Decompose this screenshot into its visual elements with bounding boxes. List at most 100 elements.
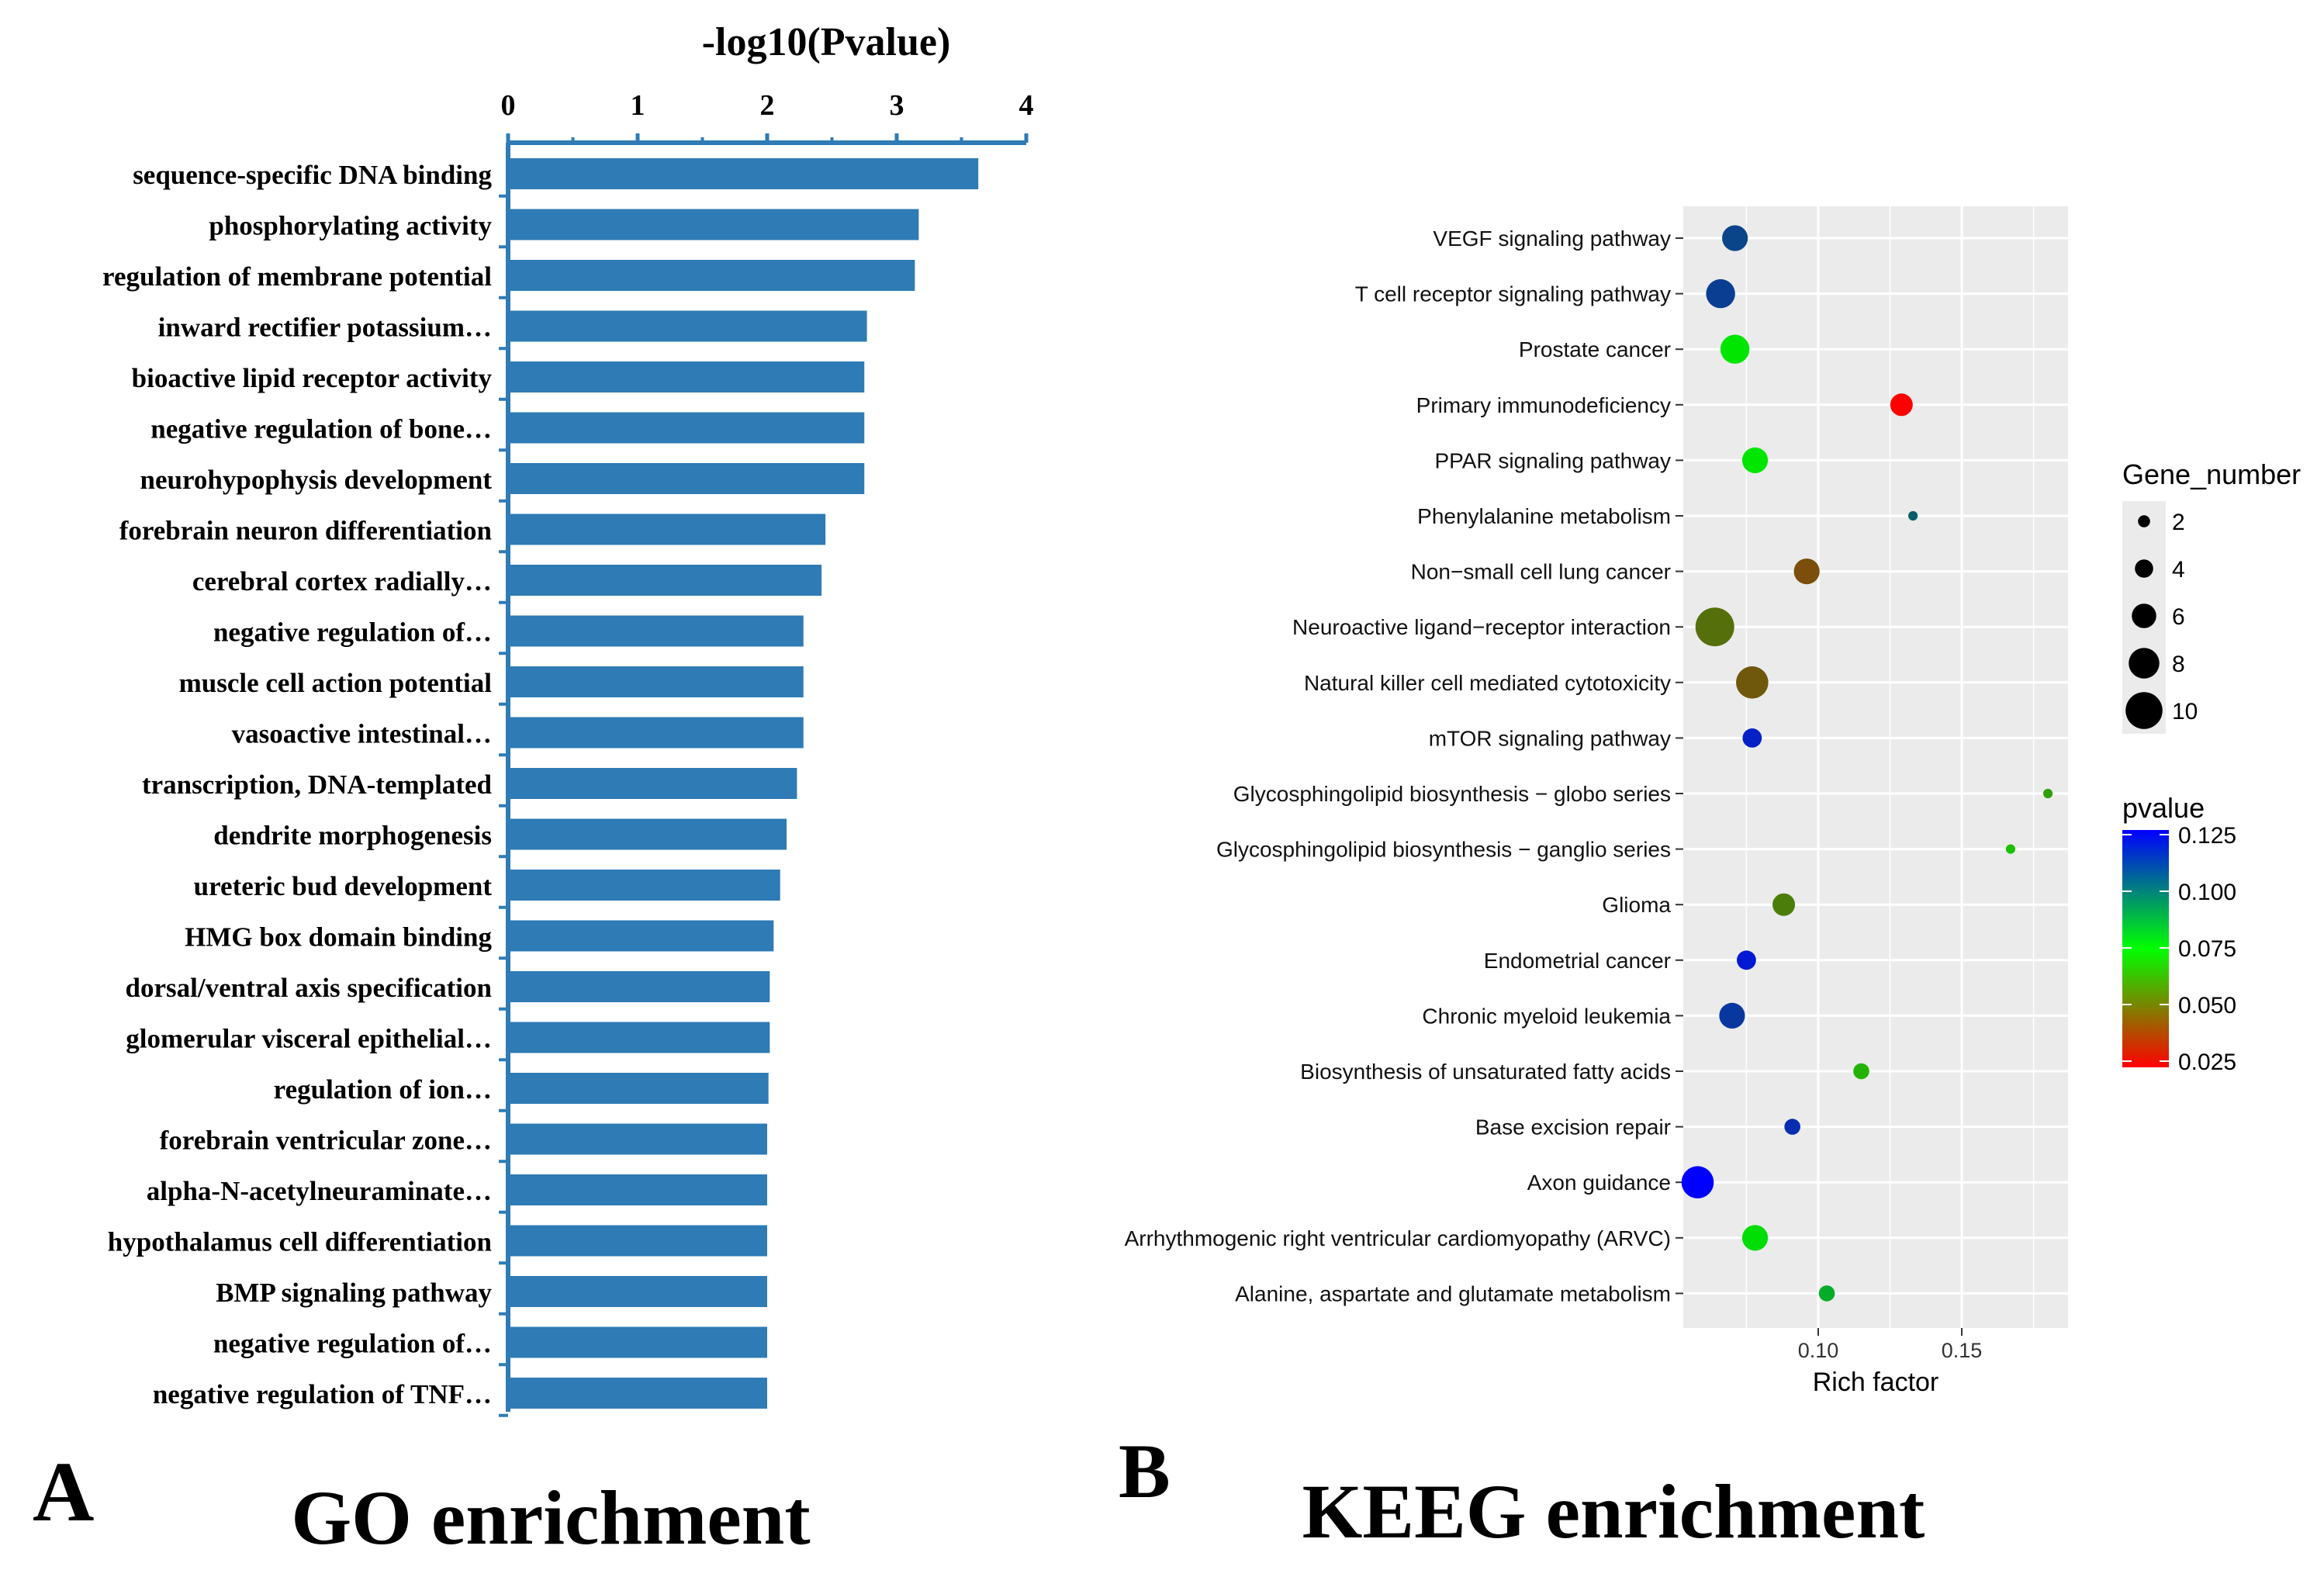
bar [510, 158, 979, 189]
color-legend-label: 0.025 [2178, 1050, 2236, 1075]
bar [510, 1378, 767, 1409]
bubble-point [1737, 950, 1756, 970]
size-legend-dot [2125, 692, 2163, 729]
bar [510, 260, 915, 291]
category-label: dendrite morphogenesis [213, 821, 492, 851]
pathway-label: VEGF signaling pathway [1433, 227, 1671, 251]
size-legend: Gene_number 2 4 6 8 10 [2122, 458, 2301, 734]
bubble-point [1736, 666, 1769, 699]
bar [510, 514, 826, 545]
bubble-point [1742, 728, 1762, 748]
x-tick-label: 3 [890, 89, 904, 122]
bar [510, 768, 797, 799]
color-legend-label: 0.125 [2178, 823, 2236, 849]
x-tick-label: 4 [1019, 89, 1034, 122]
bubble-point [1741, 447, 1769, 474]
size-legend-dot [2129, 648, 2160, 679]
bar [510, 1326, 767, 1358]
size-legend-label: 2 [2172, 510, 2185, 535]
bar [510, 1073, 769, 1104]
bubble-point [1793, 558, 1820, 585]
x-tick-label: 2 [760, 89, 775, 122]
go-bar-chart: -log10(Pvalue) 0 1 2 3 4 sequence-specific D… [102, 20, 1034, 1417]
pathway-label: Alanine, aspartate and glutamate metabol… [1235, 1281, 1671, 1305]
category-label: ureteric bud development [194, 871, 493, 901]
category-label: glomerular visceral epithelial… [126, 1024, 492, 1054]
category-label: regulation of ion… [274, 1074, 492, 1105]
category-label: forebrain ventricular zone… [160, 1126, 492, 1156]
bubble-point [1695, 607, 1734, 647]
category-label: phosphorylating activity [209, 211, 492, 241]
bar [510, 920, 774, 952]
x-tick-label: 0.15 [1942, 1339, 1983, 1362]
category-label: alpha-N-acetylneuraminate… [147, 1176, 492, 1206]
category-label: hypothalamus cell differentiation [108, 1227, 492, 1257]
bubble-point [1741, 1225, 1769, 1251]
bubble-point [1908, 510, 1918, 521]
pathway-label: Non−small cell lung cancer [1411, 560, 1671, 584]
bubble-point [1853, 1063, 1869, 1080]
pathway-label: Neuroactive ligand−receptor interaction [1292, 615, 1671, 639]
pathway-label: Chronic myeloid leukemia [1422, 1004, 1671, 1028]
panel-b-caption: KEEG enrichment [1302, 1468, 1925, 1554]
bubble-point [1772, 893, 1796, 916]
pathway-label: PPAR signaling pathway [1434, 448, 1671, 472]
size-legend-label: 10 [2172, 699, 2198, 724]
bubble-point [2042, 788, 2053, 799]
pathway-label: Glycosphingolipid biosynthesis − globo s… [1233, 782, 1671, 806]
bubble-point [1722, 225, 1748, 251]
bar [510, 412, 865, 444]
bar [510, 1276, 767, 1307]
category-label: vasoactive intestinal… [232, 719, 492, 749]
x-tick-label: 1 [631, 89, 645, 122]
category-label: cerebral cortex radially… [192, 566, 492, 597]
category-label: neurohypophysis development [140, 465, 493, 495]
size-legend-dot [2135, 559, 2153, 578]
bar [510, 361, 865, 392]
x-axis-title: Rich factor [1813, 1368, 1939, 1397]
category-label: regulation of membrane potential [102, 261, 492, 292]
bar [510, 666, 804, 697]
panel-a-caption: GO enrichment [291, 1475, 810, 1561]
bar [510, 565, 822, 596]
category-label: negative regulation of… [213, 617, 492, 648]
pathway-label: Primary immunodeficiency [1416, 393, 1671, 417]
size-legend-dot [2138, 515, 2150, 527]
pathway-label: Prostate cancer [1519, 337, 1671, 361]
category-label: negative regulation of TNF… [153, 1379, 492, 1409]
bubble-point [1719, 1002, 1745, 1029]
color-legend-label: 0.075 [2178, 936, 2236, 962]
bar [510, 971, 770, 1002]
color-legend-label: 0.100 [2178, 880, 2236, 905]
bubble-point [1784, 1119, 1800, 1135]
bar [510, 1174, 767, 1205]
pathway-label: Natural killer cell mediated cytotoxicit… [1304, 671, 1671, 695]
bar [510, 463, 865, 494]
pathway-label: mTOR signaling pathway [1429, 726, 1671, 750]
bubble-point [1681, 1166, 1714, 1198]
plot-panel [1683, 206, 2068, 1328]
category-label: negative regulation of bone… [150, 414, 492, 444]
size-legend-title: Gene_number [2122, 458, 2301, 490]
pathway-label: Base excision repair [1475, 1115, 1671, 1139]
pathway-label: Glioma [1602, 893, 1671, 917]
bubble-point [2005, 844, 2016, 854]
pathway-label: Arrhythmogenic right ventricular cardiom… [1125, 1226, 1671, 1250]
bar [510, 310, 867, 342]
go-chart-title: -log10(Pvalue) [702, 20, 951, 64]
size-legend-label: 6 [2172, 604, 2185, 630]
pathway-label: Phenylalanine metabolism [1417, 504, 1671, 528]
bar [510, 818, 787, 850]
color-legend: pvalue 0.125 0.100 0.075 0.050 0.025 [2122, 792, 2236, 1075]
category-label: transcription, DNA-templated [142, 769, 493, 800]
pathway-label: T cell receptor signaling pathway [1355, 282, 1671, 306]
size-legend-dot [2132, 603, 2156, 628]
color-legend-title: pvalue [2122, 792, 2205, 824]
category-label: HMG box domain binding [185, 922, 492, 953]
category-label: muscle cell action potential [179, 668, 493, 698]
category-label: forebrain neuron differentiation [119, 516, 492, 546]
bubble-point [1818, 1285, 1835, 1302]
color-legend-label: 0.050 [2178, 993, 2236, 1018]
bar [510, 717, 804, 749]
